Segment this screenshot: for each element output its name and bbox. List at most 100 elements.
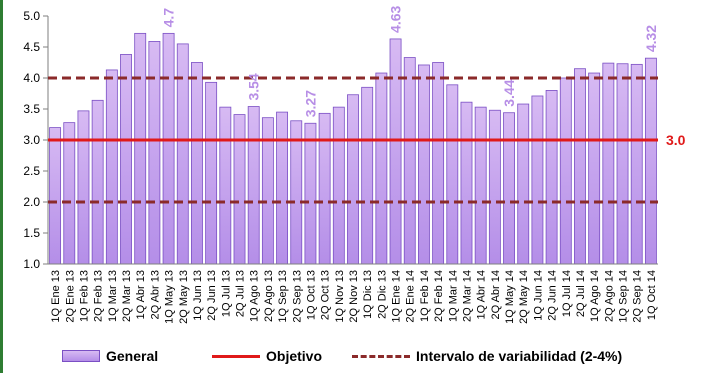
legend-label-general: General (106, 348, 159, 364)
x-tick-label-1q-jul-14: 1Q Jul 14 (561, 270, 573, 317)
bar-2q-sep-14 (630, 63, 643, 265)
bar-1q-jun-13 (191, 62, 203, 265)
y-tick-label-2.0: 2.0 (23, 195, 40, 209)
bar-2q-mar-14 (460, 101, 473, 265)
x-tick-label-1q-sep-13: 1Q Sep 13 (277, 270, 289, 323)
bar-2q-feb-14 (432, 62, 445, 265)
x-tick-label-1q-feb-14: 1Q Feb 14 (419, 270, 431, 322)
bar-2q-dic-13 (375, 72, 388, 265)
left-accent-bar (0, 0, 3, 373)
x-tick-label-2q-ago-14: 2Q Ago 14 (603, 270, 615, 322)
x-tick-label-2q-jun-14: 2Q Jun 14 (547, 270, 559, 321)
x-tick-label-2q-abr-13: 2Q Abr 13 (149, 270, 161, 320)
x-tick-label-2q-may-13: 2Q May 13 (178, 270, 190, 324)
legend-swatch-objetivo (212, 354, 260, 358)
x-tick-label-2q-jun-13: 2Q Jun 13 (206, 270, 218, 321)
y-tick-label-3.5: 3.5 (23, 102, 40, 116)
x-tick-label-2q-abr-14: 2Q Abr 14 (490, 270, 502, 320)
bar-2q-feb-13 (91, 99, 104, 265)
bar-2q-sep-13 (290, 120, 303, 265)
x-tick-label-2q-ene-14: 2Q Ene 14 (405, 270, 417, 323)
x-tick-label-1q-sep-14: 1Q Sep 14 (618, 270, 630, 323)
bar-2q-mar-13 (120, 54, 132, 265)
bar-1q-abr-13 (134, 32, 147, 265)
bar-2q-oct-13 (318, 112, 331, 265)
x-tick-label-2q-ene-13: 2Q Ene 13 (64, 270, 76, 323)
x-tick-label-1q-feb-13: 1Q Feb 13 (78, 270, 90, 322)
x-tick-label-2q-mar-14: 2Q Mar 14 (461, 270, 473, 322)
bar-1q-feb-14 (417, 64, 430, 265)
bar-1q-ene-14 (389, 38, 402, 265)
bar-2q-jul-13 (233, 114, 246, 265)
y-tick-label-5.0: 5.0 (23, 9, 40, 23)
bar-2q-jul-14 (574, 68, 586, 265)
x-tick-label-1q-oct-14: 1Q Oct 14 (646, 270, 658, 320)
legend-item-general: General (62, 344, 158, 368)
x-tick-label-1q-abr-14: 1Q Abr 14 (476, 270, 488, 320)
x-tick-label-2q-may-14: 2Q May 14 (518, 270, 530, 324)
x-tick-label-2q-mar-13: 2Q Mar 13 (121, 270, 133, 322)
data-label-4.63: 4.63 (388, 5, 404, 32)
bar-2q-abr-13 (148, 41, 161, 265)
x-tick-label-1q-jul-13: 1Q Jul 13 (220, 270, 232, 317)
bar-1q-abr-14 (474, 106, 487, 265)
x-tick-label-1q-abr-13: 1Q Abr 13 (135, 270, 147, 320)
y-tick-label-2.5: 2.5 (23, 164, 40, 178)
bar-1q-jul-14 (559, 77, 572, 265)
bar-2q-abr-14 (488, 109, 501, 265)
x-tick-label-2q-feb-14: 2Q Feb 14 (433, 270, 445, 322)
legend-label-objetivo: Objetivo (266, 348, 323, 364)
x-tick-label-2q-nov-13: 2Q Nov 13 (348, 270, 360, 323)
data-label-3.44: 3.44 (501, 79, 517, 106)
bar-1q-oct-13 (304, 122, 317, 265)
data-label-3.27: 3.27 (302, 90, 318, 117)
bar-2q-ene-13 (63, 122, 76, 265)
data-label-4.32: 4.32 (643, 25, 659, 52)
bar-1q-ago-13 (247, 106, 260, 265)
bar-1q-nov-13 (332, 106, 345, 265)
bar-1q-jul-13 (219, 106, 232, 265)
data-label-3.54: 3.54 (246, 73, 262, 100)
x-tick-label-2q-feb-13: 2Q Feb 13 (93, 270, 105, 322)
x-tick-label-2q-sep-13: 2Q Sep 13 (291, 270, 303, 323)
y-tick-label-4.0: 4.0 (23, 71, 40, 85)
x-tick-label-1q-may-13: 1Q May 13 (164, 270, 176, 324)
bar-1q-sep-14 (616, 63, 629, 265)
x-tick-label-1q-may-14: 1Q May 14 (504, 270, 516, 324)
bar-1q-ago-14 (588, 72, 601, 265)
legend-label-intervalo: Intervalo de variabilidad (2-4%) (416, 348, 623, 364)
bar-1q-jun-14 (531, 95, 544, 265)
bar-1q-may-14 (503, 112, 515, 265)
x-tick-label-2q-jul-13: 2Q Jul 13 (235, 270, 247, 317)
bar-1q-may-13 (162, 32, 175, 265)
y-tick-label-1.0: 1.0 (23, 257, 40, 271)
bar-2q-ago-14 (602, 62, 615, 265)
y-tick-label-4.5: 4.5 (23, 40, 40, 54)
x-tick-label-2q-oct-13: 2Q Oct 13 (320, 270, 332, 320)
bar-1q-mar-14 (446, 84, 459, 265)
bar-1q-dic-13 (361, 86, 374, 265)
legend-item-intervalo: Intervalo de variabilidad (2-4%) (352, 344, 622, 368)
bar-1q-ene-13 (49, 127, 62, 265)
x-tick-label-1q-ene-13: 1Q Ene 13 (50, 270, 62, 323)
bar-2q-ene-14 (403, 57, 416, 265)
objective-line-label: 3.0 (666, 132, 686, 148)
bar-2q-may-14 (517, 103, 530, 265)
legend-swatch-intervalo (352, 354, 410, 358)
bar-2q-nov-13 (347, 94, 359, 265)
bar-2q-jun-14 (545, 90, 558, 265)
x-tick-label-2q-sep-14: 2Q Sep 14 (632, 270, 644, 323)
data-label-4.7: 4.7 (161, 8, 177, 28)
x-tick-label-2q-dic-13: 2Q Dic 13 (376, 270, 388, 319)
y-tick-label-1.5: 1.5 (23, 226, 40, 240)
legend-item-objetivo: Objetivo (212, 344, 322, 368)
bar-1q-feb-13 (77, 110, 90, 265)
x-tick-label-1q-ene-14: 1Q Ene 14 (391, 270, 403, 323)
y-tick-label-3.0: 3.0 (23, 133, 40, 147)
x-tick-label-2q-ago-13: 2Q Ago 13 (263, 270, 275, 322)
legend-swatch-general (62, 350, 100, 362)
x-tick-label-1q-jun-14: 1Q Jun 14 (532, 270, 544, 321)
bar-2q-jun-13 (205, 81, 218, 265)
